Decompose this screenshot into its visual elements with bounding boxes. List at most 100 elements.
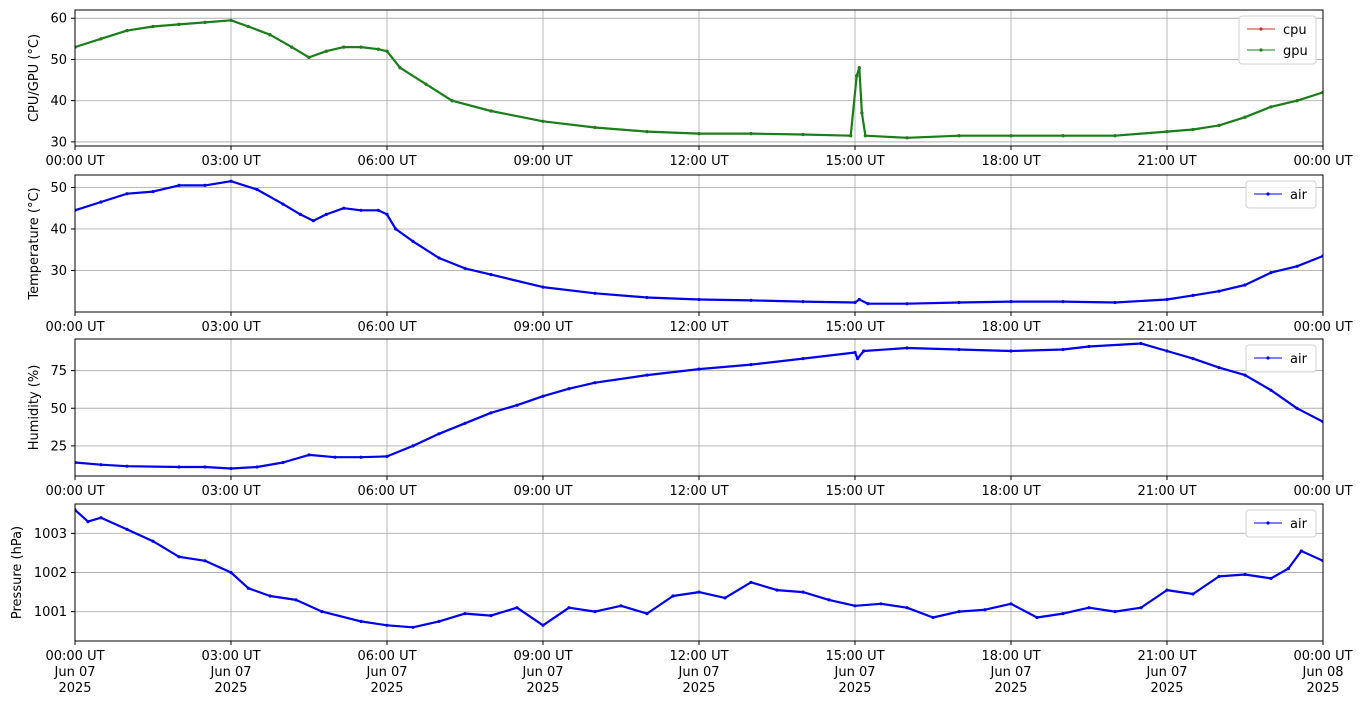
data-point <box>125 464 129 468</box>
x-tick-time: 18:00 UT <box>981 649 1040 664</box>
data-point <box>99 516 103 520</box>
data-point <box>1139 341 1143 346</box>
data-point <box>619 604 623 608</box>
x-tick-label: 00:00 UT <box>45 484 104 499</box>
x-tick-label: 06:00 UT <box>357 320 416 335</box>
data-point <box>853 300 857 305</box>
x-tick-time: 21:00 UT <box>1137 649 1196 664</box>
x-tick-label: 21:00 UT <box>1137 154 1196 169</box>
x-tick-label: 21:00 UT <box>1137 320 1196 335</box>
data-point <box>1165 588 1169 592</box>
data-point <box>593 291 597 295</box>
legend-marker <box>1259 27 1263 31</box>
x-tick-year: 2025 <box>994 681 1027 696</box>
data-point <box>801 132 805 137</box>
x-tick-label: 09:00 UT <box>513 484 572 499</box>
data-point <box>125 192 129 196</box>
data-point <box>359 45 363 49</box>
data-point <box>281 202 285 206</box>
series-gpu <box>75 18 1323 140</box>
data-point <box>1269 388 1273 392</box>
data-point <box>567 387 571 391</box>
subplot-1: 00:00 UT 03:00 UT 06:00 UT 09:00 UT 12:00 UT… <box>27 9 1353 169</box>
data-point <box>151 190 155 194</box>
data-point <box>320 610 324 614</box>
data-point <box>1191 293 1195 297</box>
x-tick-label: 18:00 UT <box>981 320 1040 335</box>
data-point <box>905 346 909 350</box>
x-tick-time: 00:00 UT <box>1293 649 1352 664</box>
x-tick-date: Jun 07 <box>834 665 876 680</box>
x-tick-label: 03:00 UT <box>201 154 260 169</box>
x-tick-date: Jun 07 <box>522 665 564 680</box>
x-tick-time: 03:00 UT <box>201 649 260 664</box>
data-point <box>749 363 753 367</box>
x-tick-date: Jun 08 <box>1302 665 1344 680</box>
data-point <box>1243 115 1247 119</box>
data-point <box>1165 297 1169 302</box>
data-point <box>125 527 129 532</box>
data-point <box>957 610 961 614</box>
data-point <box>1009 349 1013 353</box>
data-point <box>489 411 493 415</box>
plot-frame <box>74 174 1324 313</box>
data-point <box>307 55 311 60</box>
x-tick-year: 2025 <box>1306 681 1339 696</box>
data-point <box>203 465 207 469</box>
legend-label: gpu <box>1283 44 1308 59</box>
data-point <box>489 273 493 277</box>
data-point <box>957 347 961 352</box>
data-point <box>749 132 753 136</box>
y-tick-label: 50 <box>50 402 67 417</box>
data-point <box>385 623 389 627</box>
data-point <box>342 206 346 210</box>
data-point <box>177 465 181 469</box>
data-point <box>376 208 380 212</box>
x-tick-time: 00:00 UT <box>45 649 104 664</box>
data-point <box>515 403 519 407</box>
data-point <box>324 49 328 53</box>
data-point <box>905 302 909 306</box>
data-point <box>229 466 233 471</box>
data-point <box>203 183 207 187</box>
data-point <box>151 539 155 543</box>
x-tick-label: 00:00 UT Jun 08 2025 <box>1293 649 1352 696</box>
data-point <box>1061 612 1065 616</box>
data-point <box>827 598 831 602</box>
data-point <box>1113 134 1117 138</box>
data-point <box>1217 574 1221 579</box>
y-tick-label: 30 <box>50 264 67 279</box>
data-point <box>857 297 861 302</box>
x-tick-label: 00:00 UT <box>1293 484 1352 499</box>
x-tick-label: 09:00 UT Jun 07 2025 <box>513 649 572 696</box>
x-tick-label: 18:00 UT <box>981 484 1040 499</box>
x-tick-label: 12:00 UT <box>669 484 728 499</box>
data-point <box>1269 105 1273 109</box>
data-point <box>229 18 233 22</box>
y-tick-label: 1003 <box>34 527 67 542</box>
data-point <box>1295 264 1299 268</box>
x-tick-label: 21:00 UT <box>1137 484 1196 499</box>
x-tick-label: 03:00 UT Jun 07 2025 <box>201 649 260 696</box>
x-tick-label: 18:00 UT <box>981 154 1040 169</box>
x-tick-label: 03:00 UT <box>201 484 260 499</box>
plot-frame <box>74 9 1324 147</box>
x-tick-date: Jun 07 <box>54 665 96 680</box>
data-point <box>1243 572 1247 577</box>
data-point <box>437 619 441 624</box>
x-tick-date: Jun 07 <box>366 665 408 680</box>
data-point <box>671 594 675 598</box>
data-point <box>376 47 380 51</box>
data-point <box>863 134 868 138</box>
x-tick-label: 21:00 UT Jun 07 2025 <box>1137 649 1196 696</box>
x-tick-label: 06:00 UT <box>357 154 416 169</box>
x-tick-date: Jun 07 <box>678 665 720 680</box>
data-point <box>1191 357 1195 361</box>
data-point <box>268 594 272 598</box>
data-point <box>1061 347 1065 352</box>
data-point <box>1295 406 1299 410</box>
data-point <box>645 612 649 616</box>
data-point <box>905 136 909 140</box>
data-point <box>879 602 883 606</box>
